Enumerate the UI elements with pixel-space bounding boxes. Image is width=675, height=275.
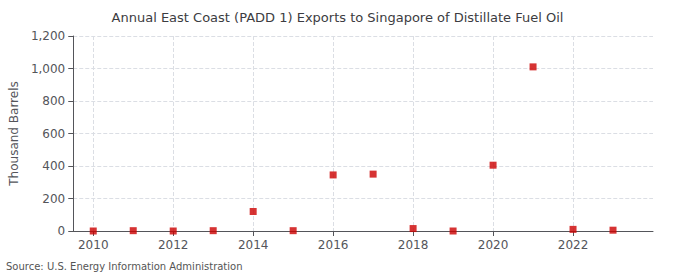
svg-text:0: 0: [58, 224, 66, 238]
svg-text:1,200: 1,200: [31, 29, 65, 43]
svg-text:200: 200: [42, 192, 65, 206]
svg-text:2014: 2014: [238, 238, 269, 252]
svg-text:800: 800: [42, 94, 65, 108]
svg-text:2020: 2020: [478, 238, 509, 252]
svg-text:2012: 2012: [158, 238, 189, 252]
svg-text:2022: 2022: [558, 238, 589, 252]
svg-text:600: 600: [42, 127, 65, 141]
svg-text:1,000: 1,000: [31, 62, 65, 76]
svg-text:2016: 2016: [318, 238, 349, 252]
svg-text:400: 400: [42, 159, 65, 173]
svg-text:2018: 2018: [398, 238, 429, 252]
svg-text:Thousand Barrels: Thousand Barrels: [7, 81, 21, 186]
svg-text:2010: 2010: [78, 238, 109, 252]
svg-text:Annual East Coast (PADD 1) Exp: Annual East Coast (PADD 1) Exports to Si…: [112, 10, 564, 25]
svg-text:Source: U.S. Energy Informatio: Source: U.S. Energy Information Administ…: [6, 261, 243, 272]
